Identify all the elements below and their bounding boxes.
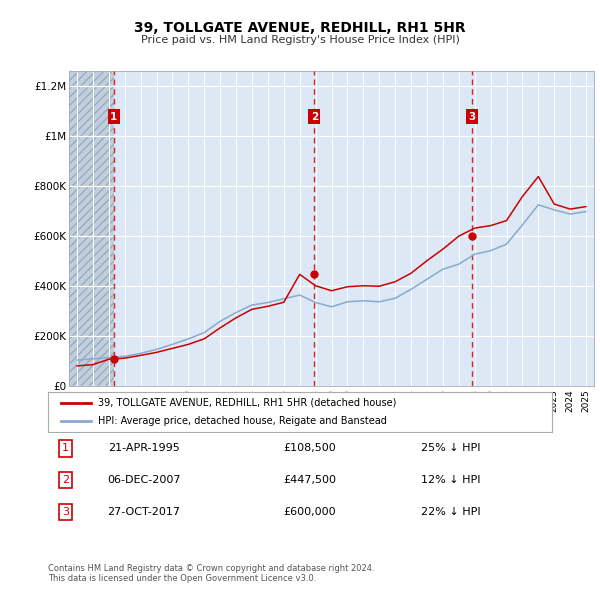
Text: 1: 1 (110, 112, 118, 122)
Text: 12% ↓ HPI: 12% ↓ HPI (421, 476, 481, 485)
Text: 27-OCT-2017: 27-OCT-2017 (107, 507, 180, 517)
Text: 22% ↓ HPI: 22% ↓ HPI (421, 507, 481, 517)
Text: 1: 1 (62, 444, 69, 453)
Text: 39, TOLLGATE AVENUE, REDHILL, RH1 5HR: 39, TOLLGATE AVENUE, REDHILL, RH1 5HR (134, 21, 466, 35)
Text: £447,500: £447,500 (284, 476, 337, 485)
Bar (69, 71, 114, 386)
Text: 21-APR-1995: 21-APR-1995 (108, 444, 179, 453)
Text: 39, TOLLGATE AVENUE, REDHILL, RH1 5HR (detached house): 39, TOLLGATE AVENUE, REDHILL, RH1 5HR (d… (98, 398, 397, 408)
Text: Contains HM Land Registry data © Crown copyright and database right 2024.
This d: Contains HM Land Registry data © Crown c… (48, 563, 374, 583)
Text: 3: 3 (468, 112, 475, 122)
Text: HPI: Average price, detached house, Reigate and Banstead: HPI: Average price, detached house, Reig… (98, 416, 387, 426)
Text: £108,500: £108,500 (284, 444, 337, 453)
Text: 06-DEC-2007: 06-DEC-2007 (107, 476, 181, 485)
Text: 2: 2 (62, 476, 69, 485)
Text: 25% ↓ HPI: 25% ↓ HPI (421, 444, 481, 453)
Text: Price paid vs. HM Land Registry's House Price Index (HPI): Price paid vs. HM Land Registry's House … (140, 35, 460, 45)
Text: 2: 2 (311, 112, 318, 122)
Text: 3: 3 (62, 507, 69, 517)
Text: £600,000: £600,000 (284, 507, 337, 517)
